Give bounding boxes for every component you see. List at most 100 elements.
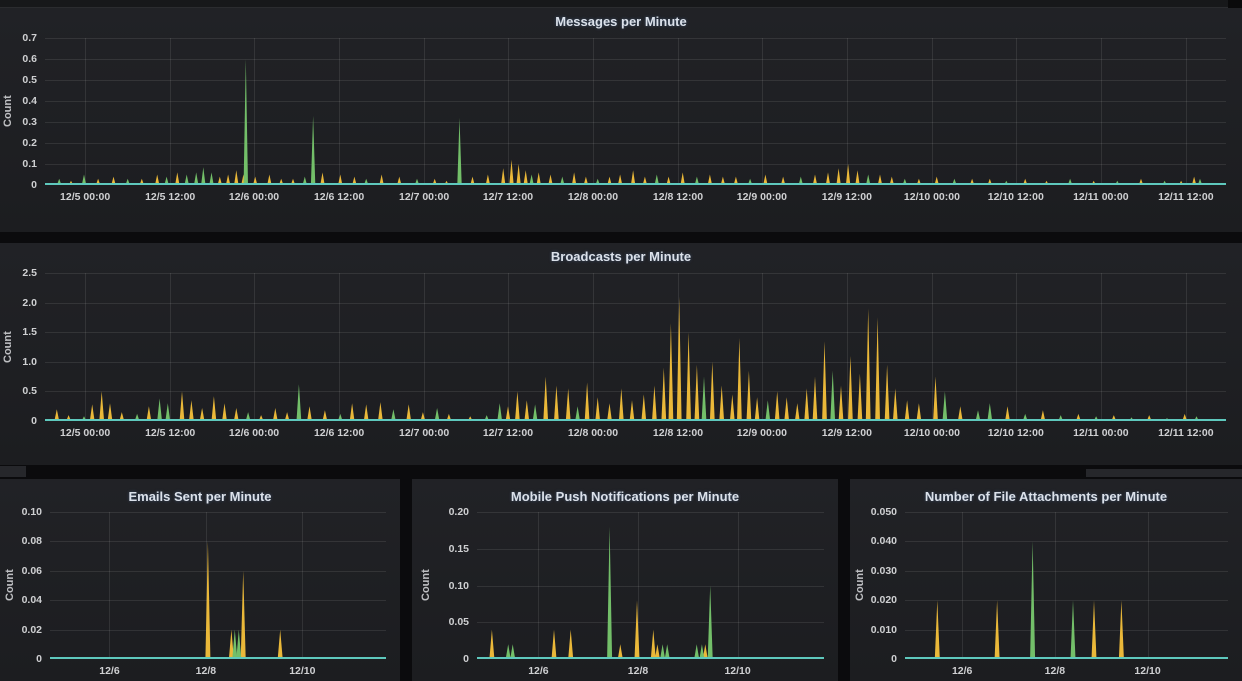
x-tick-label: 12/5 00:00 xyxy=(60,191,111,203)
x-tick-label: 12/5 00:00 xyxy=(60,427,111,439)
x-tick-label: 12/8 12:00 xyxy=(652,191,704,203)
gridlines xyxy=(905,512,1228,659)
x-tick-label: 12/6 12:00 xyxy=(313,427,365,439)
x-tick-label: 12/10 xyxy=(289,665,316,677)
x-tick-label: 12/11 00:00 xyxy=(1073,427,1129,439)
x-tick-label: 12/7 00:00 xyxy=(398,191,450,203)
x-tick-label: 12/7 12:00 xyxy=(482,191,534,203)
y-tick-label: 1.0 xyxy=(22,355,37,368)
x-tick-label: 12/9 00:00 xyxy=(736,427,787,439)
y-tick-label: 0.5 xyxy=(22,74,37,86)
baseline-series xyxy=(45,183,1226,185)
y-tick-label: 0 xyxy=(31,415,37,427)
gridlines xyxy=(45,38,1226,185)
panel-title-emails[interactable]: Emails Sent per Minute xyxy=(128,489,272,504)
x-tick-label: 12/9 12:00 xyxy=(821,427,872,439)
x-tick-label: 12/7 00:00 xyxy=(398,427,450,439)
chart-svg xyxy=(905,512,1228,659)
y-tick-label: 0.040 xyxy=(870,535,897,548)
x-tick-label: 12/6 xyxy=(99,665,120,677)
x-tick-label: 12/6 xyxy=(951,665,973,677)
x-tick-label: 12/9 00:00 xyxy=(736,191,787,203)
gridlines xyxy=(477,512,824,659)
chart-svg xyxy=(45,38,1226,185)
gridlines xyxy=(45,273,1226,421)
y-tick-label: 0.06 xyxy=(21,564,42,577)
x-tick-label: 12/8 00:00 xyxy=(567,427,619,439)
series-yellow xyxy=(205,541,283,659)
x-tick-label: 12/8 12:00 xyxy=(652,427,704,439)
baseline-series xyxy=(45,419,1226,421)
panel-title-file-attachments[interactable]: Number of File Attachments per Minute xyxy=(924,489,1168,504)
x-tick-label: 12/10 12:00 xyxy=(987,191,1044,203)
y-tick-label: 0.10 xyxy=(21,506,42,518)
plot-area-broadcasts[interactable] xyxy=(45,273,1226,421)
x-tick-label: 12/8 00:00 xyxy=(567,191,619,203)
panel-broadcasts: Broadcasts per Minute Count 0 0.5 1.0 1.5 2.… xyxy=(0,243,1242,465)
y-tick-label: 2.5 xyxy=(22,267,37,279)
y-tick-label: 0.15 xyxy=(448,542,469,555)
plot-area-mobile-push[interactable] xyxy=(477,512,824,659)
x-tick-label: 12/6 xyxy=(528,665,549,677)
y-tick-label: 0.5 xyxy=(22,385,37,398)
panel-title-broadcasts[interactable]: Broadcasts per Minute xyxy=(550,249,692,264)
y-tick-label: 0.02 xyxy=(21,623,42,636)
panel-emails: Emails Sent per Minute Count 0 0.02 0.04 0.… xyxy=(0,479,400,681)
baseline-series xyxy=(905,657,1228,659)
x-tick-label: 12/8 xyxy=(1044,665,1066,677)
x-tick-label: 12/8 xyxy=(195,665,217,677)
y-tick-label: 0.2 xyxy=(22,137,37,149)
plot-area-messages[interactable] xyxy=(45,38,1226,185)
x-tick-label: 12/11 00:00 xyxy=(1073,191,1129,203)
baseline-series xyxy=(477,657,824,659)
y-tick-label: 0.020 xyxy=(870,594,897,607)
series-yellow xyxy=(489,600,708,659)
x-tick-label: 12/10 xyxy=(724,665,751,677)
plot-area-file-attachments[interactable] xyxy=(905,512,1228,659)
y-tick-label: 0.10 xyxy=(448,579,469,592)
y-tick-label: 0.4 xyxy=(22,95,37,107)
y-tick-label: 0.7 xyxy=(22,32,37,44)
series-green xyxy=(232,629,242,659)
x-tick-label: 12/8 xyxy=(627,665,649,677)
y-tick-label: 0.1 xyxy=(22,158,37,170)
baseline-series xyxy=(50,657,386,659)
y-tick-label: 0.6 xyxy=(22,53,37,65)
y-tick-label: 0.05 xyxy=(448,616,469,629)
x-tick-label: 12/9 12:00 xyxy=(821,191,872,203)
x-tick-label: 12/6 00:00 xyxy=(228,191,280,203)
y-tick-label: 0.3 xyxy=(22,116,37,128)
series-green xyxy=(505,526,713,659)
series-green xyxy=(81,370,1199,421)
y-tick-label: 2.0 xyxy=(22,296,37,309)
top-edge-strip xyxy=(0,0,1242,8)
y-tick-label: 0.04 xyxy=(21,594,42,607)
plot-area-emails[interactable] xyxy=(50,512,386,659)
panel-messages: Messages per Minute Count 0 0.1 0.2 0.3 0.4 0… xyxy=(0,8,1242,232)
x-tick-label: 12/5 12:00 xyxy=(145,427,196,439)
y-tick-label: 0.010 xyxy=(870,623,897,636)
panel-title-messages[interactable]: Messages per Minute xyxy=(555,14,687,29)
y-tick-label: 0.08 xyxy=(21,535,42,548)
series-yellow xyxy=(68,159,1197,185)
x-tick-label: 12/10 xyxy=(1134,665,1161,677)
gridlines xyxy=(50,512,386,659)
x-tick-label: 12/11 12:00 xyxy=(1158,427,1214,439)
panel-title-mobile-push[interactable]: Mobile Push Notifications per Minute xyxy=(510,489,740,504)
row-handle-artifact xyxy=(0,466,26,477)
chart-svg xyxy=(477,512,824,659)
series-yellow xyxy=(934,600,1124,659)
x-tick-label: 12/10 12:00 xyxy=(987,427,1044,439)
x-tick-label: 12/11 12:00 xyxy=(1158,191,1214,203)
y-tick-label: 0 xyxy=(463,653,469,665)
chart-svg xyxy=(45,273,1226,421)
panel-file-attachments: Number of File Attachments per Minute Co… xyxy=(850,479,1242,681)
y-tick-label: 0.20 xyxy=(448,506,469,518)
chart-svg xyxy=(50,512,386,659)
panel-mobile-push: Mobile Push Notifications per Minute Cou… xyxy=(412,479,838,681)
x-tick-label: 12/7 12:00 xyxy=(482,427,534,439)
y-tick-label: 1.5 xyxy=(22,326,37,339)
y-tick-label: 0 xyxy=(31,179,37,191)
panel-edge-artifact xyxy=(1086,469,1242,477)
